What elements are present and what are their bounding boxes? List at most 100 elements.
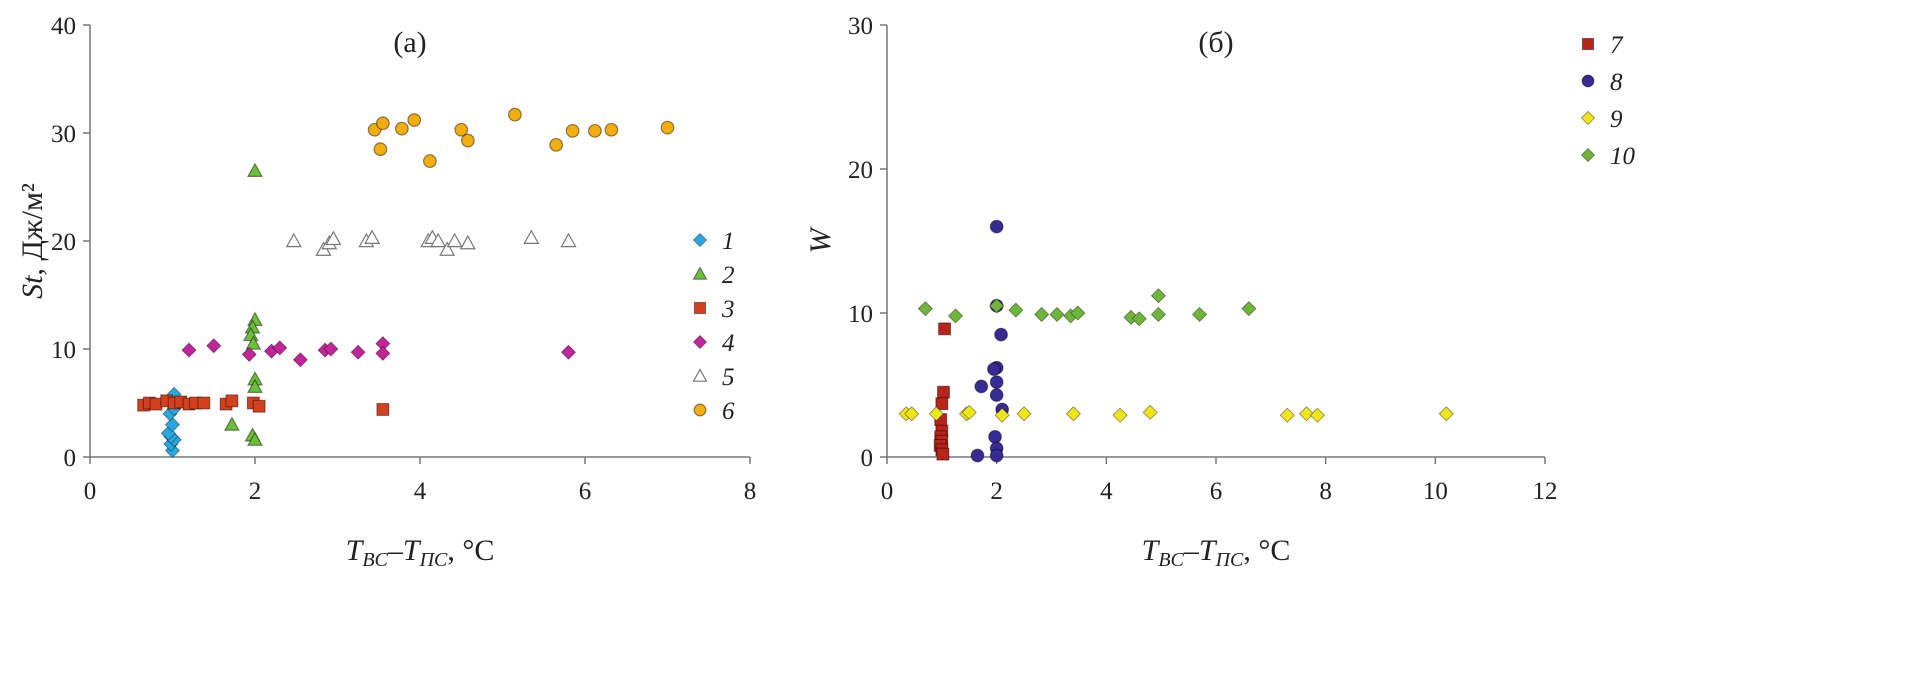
data-point: [350, 344, 366, 360]
data-point: [1191, 306, 1208, 323]
data-point: [245, 335, 262, 350]
data-point: [1298, 406, 1315, 422]
data-point: [1142, 404, 1158, 420]
data-point: [961, 404, 977, 420]
data-point: [604, 122, 619, 137]
x-tick-label: 4: [1100, 478, 1113, 505]
data-point: [206, 338, 222, 354]
data-point: [1150, 306, 1166, 323]
legend-label: 3: [721, 296, 735, 323]
data-point: [560, 344, 577, 360]
data-point: [197, 396, 211, 410]
data-point: [181, 342, 197, 358]
y-axis-label: W: [804, 226, 837, 254]
y-axis-label: St, Дж/м²: [16, 183, 49, 299]
x-tick-label: 8: [744, 478, 757, 505]
data-point: [394, 121, 409, 136]
x-tick-label: 12: [1533, 478, 1558, 505]
data-point: [970, 448, 985, 463]
data-point: [325, 230, 342, 246]
y-tick-label: 0: [64, 445, 77, 472]
data-point: [1070, 305, 1086, 321]
data-point: [994, 327, 1008, 342]
data-point: [246, 162, 264, 177]
data-point: [439, 241, 456, 256]
data-point: [989, 375, 1004, 390]
data-point: [364, 229, 381, 244]
legend-label: 8: [1610, 69, 1623, 96]
series-1: [160, 386, 182, 459]
series-10: [917, 288, 1257, 327]
data-point: [323, 341, 339, 357]
y-tick-label: 30: [848, 13, 873, 40]
x-axis-label: TBC–TПС, °C: [1142, 534, 1291, 571]
data-point: [1309, 407, 1326, 423]
data-point: [1008, 302, 1024, 318]
series-3: [137, 394, 390, 416]
data-point: [1065, 406, 1081, 422]
data-point: [1016, 406, 1032, 422]
data-point: [1049, 306, 1065, 323]
legend-label: 1: [722, 228, 735, 255]
data-point: [588, 123, 602, 138]
series-9: [898, 404, 1454, 423]
data-point: [1150, 288, 1166, 304]
chart-title: (б): [1198, 26, 1233, 59]
x-tick-label: 2: [990, 478, 1003, 505]
data-point: [252, 399, 266, 413]
data-point: [994, 407, 1010, 423]
legend-marker: [693, 403, 707, 417]
data-point: [988, 429, 1002, 444]
data-point: [149, 397, 163, 411]
legend-label: 9: [1610, 106, 1623, 133]
legend-label: 4: [722, 330, 735, 357]
data-point: [460, 133, 475, 148]
data-point: [1279, 407, 1295, 423]
data-point: [989, 219, 1004, 234]
data-point: [989, 298, 1005, 314]
legend-marker: [693, 301, 707, 315]
series-2: [223, 162, 264, 446]
x-tick-label: 6: [1210, 478, 1223, 505]
data-point: [936, 447, 950, 461]
chart-panel-b: (б) TBC–TПС, °C W 0 2 4 6 8 10 12 0 10 20 30 7 8 9 10: [804, 13, 1636, 571]
data-point: [446, 232, 463, 248]
data-point: [560, 232, 577, 248]
series-6: [367, 107, 675, 168]
data-point: [917, 301, 933, 317]
legend-marker: [692, 334, 708, 350]
data-point: [974, 379, 989, 394]
legend-marker: [1580, 147, 1596, 163]
data-point: [454, 122, 469, 137]
chart-title: (а): [393, 26, 426, 59]
data-point: [376, 403, 390, 416]
data-point: [987, 362, 1001, 377]
data-point: [1241, 301, 1257, 317]
data-point: [565, 123, 580, 138]
series-7: [933, 322, 952, 461]
data-point: [246, 378, 264, 393]
y-tick-label: 20: [848, 157, 873, 184]
data-point: [989, 448, 1004, 463]
legend-label: 5: [722, 364, 735, 391]
data-point: [1034, 306, 1050, 323]
data-point: [660, 120, 675, 135]
chart-panel-a: (а) TBC–TПС, °C St, Дж/м² 0 2 4 6 8 0 10 20 30 40…: [16, 13, 756, 571]
data-point: [928, 406, 944, 422]
y-tick-label: 10: [848, 301, 873, 328]
y-tick-label: 0: [861, 445, 874, 472]
data-point: [246, 431, 264, 446]
legend-label: 6: [722, 398, 735, 425]
legend-marker: [1580, 110, 1596, 126]
data-point: [375, 345, 391, 361]
data-point: [292, 352, 308, 368]
data-point: [947, 308, 964, 324]
legend-marker: [692, 368, 708, 382]
data-point: [430, 232, 447, 248]
series-8: [970, 219, 1010, 463]
series-4: [181, 336, 577, 368]
legend-label: 2: [722, 262, 735, 289]
legend-label: 7: [1610, 32, 1624, 59]
